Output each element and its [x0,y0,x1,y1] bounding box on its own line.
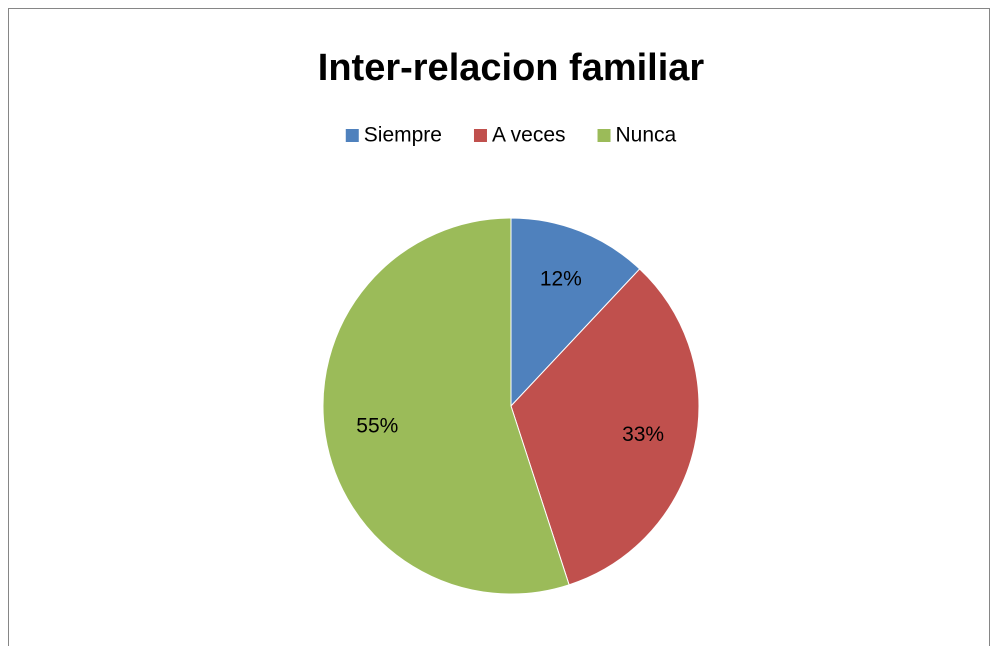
legend-swatch [345,129,359,142]
legend-label: Siempre [364,124,442,147]
data-label: 33% [622,423,664,446]
pie-slice [510,217,641,408]
legend-swatch [473,129,487,142]
chart-title: Inter-relacion familiar [318,47,705,89]
legend: Siempre A veces Nunca [345,124,677,147]
data-label: 12% [540,268,582,291]
data-label: 55% [356,415,398,438]
pie: 12% 33% 55% [322,217,700,595]
legend-swatch [597,129,611,142]
pie-slice [510,268,700,586]
chart-border [8,8,990,646]
pie-slice [322,217,570,595]
legend-label: Nunca [616,124,677,147]
legend-label: A veces [492,124,566,147]
